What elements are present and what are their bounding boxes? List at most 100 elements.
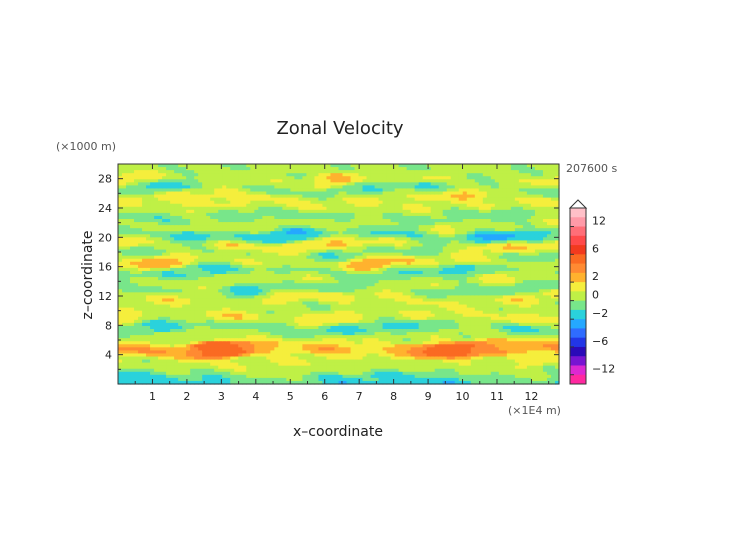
heatmap-cell [238,365,243,370]
heatmap-cell [302,301,308,306]
heatmap-cell [214,335,219,339]
heatmap-cell [142,298,147,303]
heatmap-cell [222,212,227,217]
heatmap-cell [266,194,271,199]
heatmap-cell [150,344,155,348]
heatmap-cell [278,310,283,315]
heatmap-cell [170,310,175,315]
heatmap-cell [282,359,287,364]
heatmap-cell [330,252,336,257]
heatmap-cell [302,188,308,193]
heatmap-cell [386,380,392,385]
heatmap-cell [134,255,139,260]
heatmap-cell [190,212,195,217]
heatmap-cell [270,170,275,174]
heatmap-cell [182,332,187,336]
heatmap-cell [314,338,320,342]
heatmap-cell [338,200,344,205]
heatmap-cell [374,316,380,321]
heatmap-cell [370,222,376,226]
heatmap-cell [298,338,304,342]
heatmap-cell [218,286,223,290]
heatmap-cell [182,325,187,330]
heatmap-cell [294,261,300,266]
heatmap-cell [222,255,227,260]
heatmap-cell [238,292,243,296]
heatmap-cell [310,374,316,379]
heatmap-cell [378,203,384,208]
heatmap-cell [358,350,364,355]
heatmap-cell [318,170,324,174]
heatmap-cell [246,292,251,296]
heatmap-cell [158,322,163,327]
heatmap-cell [342,286,348,290]
heatmap-cell [314,240,320,245]
heatmap-cell [342,295,348,300]
heatmap-cell [242,176,247,180]
heatmap-cell [382,191,388,196]
heatmap-cell [326,237,332,241]
heatmap-cell [134,164,139,168]
heatmap-cell [390,319,396,324]
heatmap-cell [202,304,207,309]
heatmap-cell [358,200,364,205]
heatmap-cell [206,173,211,177]
heatmap-cell [146,362,151,367]
heatmap-cell [358,228,364,232]
heatmap-cell [142,283,147,287]
heatmap-cell [234,179,239,183]
heatmap-cell [242,240,247,245]
heatmap-cell [322,359,328,364]
heatmap-cell [118,289,123,293]
heatmap-cell [390,228,396,232]
heatmap-cell [298,179,304,183]
heatmap-cell [174,228,179,232]
heatmap-cell [350,252,356,257]
heatmap-cell [170,164,175,168]
heatmap-cell [330,353,336,358]
heatmap-cell [294,316,300,321]
heatmap-cell [374,289,380,293]
heatmap-cell [122,362,127,367]
heatmap-cell [354,325,360,330]
heatmap-cell [350,329,356,333]
heatmap-cell [270,359,275,364]
heatmap-cell [190,374,195,379]
heatmap-cell [338,307,344,312]
heatmap-cell [330,179,336,183]
heatmap-cell [162,353,167,358]
heatmap-cell [302,380,308,385]
heatmap-cell [130,304,135,309]
heatmap-cell [258,301,263,306]
heatmap-cell [206,167,211,171]
heatmap-cell [290,316,295,321]
heatmap-cell [314,237,320,241]
heatmap-cell [342,325,348,330]
heatmap-cell [134,304,139,309]
heatmap-cell [174,359,179,364]
heatmap-cell [270,365,275,370]
heatmap-cell [146,298,151,303]
heatmap-cell [366,206,372,211]
heatmap-cell [258,228,263,232]
heatmap-cell [230,231,235,235]
heatmap-cell [146,374,151,379]
heatmap-cell [294,371,300,376]
heatmap-cell [202,283,207,287]
heatmap-cell [354,209,360,214]
heatmap-cell [246,344,251,348]
heatmap-cell [222,362,227,367]
heatmap-cell [314,206,320,211]
heatmap-cell [342,264,348,269]
heatmap-cell [246,307,251,312]
heatmap-cell [286,353,291,358]
heatmap-cell [334,371,340,376]
heatmap-cell [318,335,324,339]
heatmap-cell [138,365,143,370]
heatmap-cell [130,225,135,229]
heatmap-cell [286,286,291,290]
heatmap-cell [386,209,392,214]
heatmap-cell [346,179,352,183]
heatmap-cell [126,261,131,266]
